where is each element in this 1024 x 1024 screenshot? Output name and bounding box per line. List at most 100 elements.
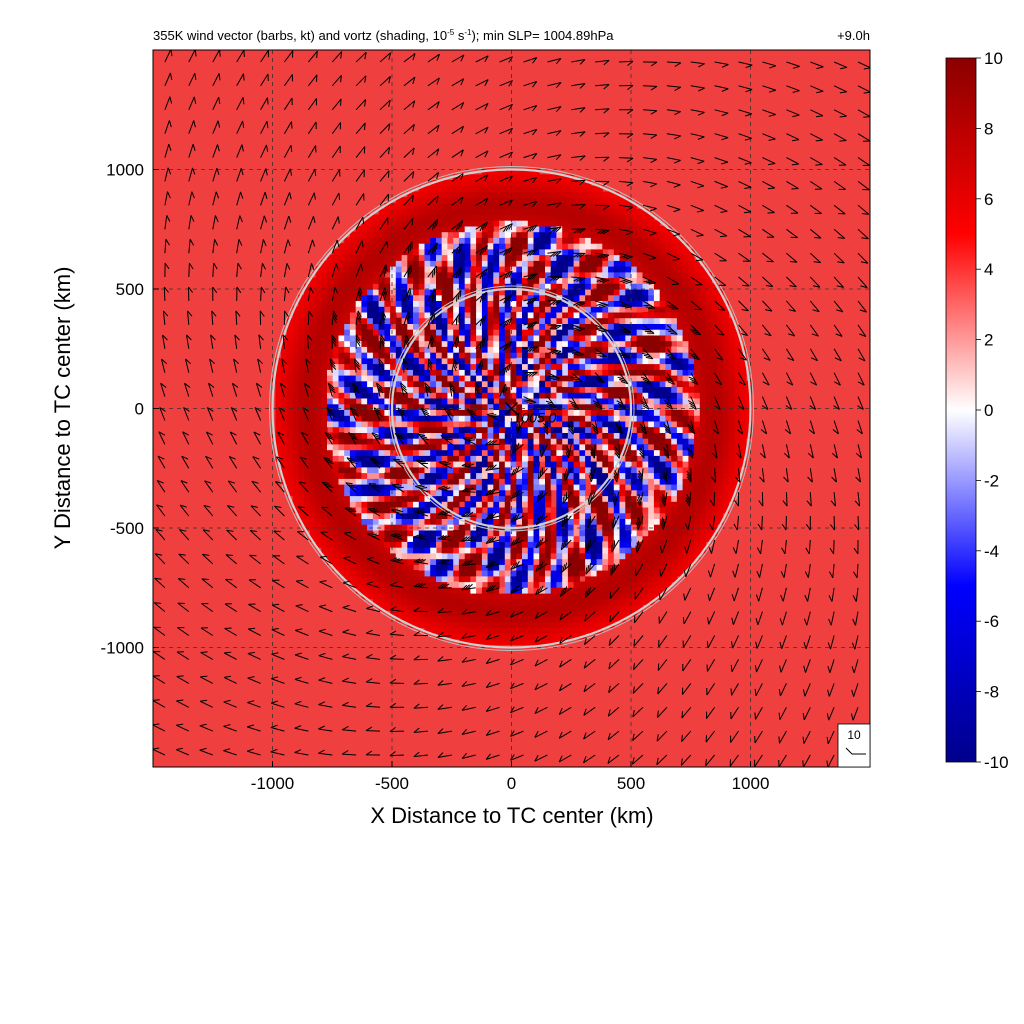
vorticity-cell — [510, 174, 517, 181]
vorticity-cell — [516, 621, 523, 628]
vorticity-cell — [453, 220, 460, 227]
vorticity-cell — [395, 541, 403, 548]
vorticity-cell — [436, 375, 443, 382]
vorticity-cell — [476, 352, 483, 359]
vorticity-cell — [309, 472, 317, 479]
vorticity-cell — [481, 329, 489, 336]
vorticity-cell — [590, 581, 598, 588]
vorticity-cell — [395, 260, 403, 267]
vorticity-cell — [390, 564, 397, 571]
vorticity-cell — [321, 426, 328, 433]
vorticity-cell — [619, 311, 626, 319]
vorticity-cell — [567, 524, 575, 531]
vorticity-cell — [504, 420, 512, 428]
vorticity-cell — [665, 243, 672, 250]
vorticity-cell — [349, 248, 357, 256]
vorticity-cell — [579, 266, 586, 273]
vorticity-cell — [642, 541, 649, 548]
vorticity-cell — [281, 461, 288, 468]
vorticity-cell — [550, 289, 557, 296]
vorticity-cell — [493, 294, 500, 301]
vorticity-cell — [453, 266, 460, 273]
vorticity-cell — [539, 415, 546, 422]
vorticity-cell — [567, 558, 575, 565]
vorticity-cell — [573, 529, 580, 537]
vorticity-cell — [636, 575, 643, 583]
vorticity-cell — [533, 203, 540, 210]
vorticity-cell — [493, 220, 500, 227]
vorticity-cell — [458, 231, 466, 238]
vorticity-cell — [510, 311, 517, 319]
vorticity-cell — [476, 180, 483, 187]
vorticity-cell — [453, 420, 460, 428]
vorticity-cell — [567, 461, 575, 468]
vorticity-cell — [487, 225, 494, 233]
vorticity-cell — [355, 323, 362, 330]
vorticity-cell — [453, 294, 460, 301]
vorticity-cell — [556, 616, 563, 623]
vorticity-cell — [567, 185, 575, 193]
vorticity-cell — [590, 449, 598, 456]
vorticity-cell — [344, 300, 351, 307]
vorticity-cell — [585, 420, 592, 428]
vorticity-cell — [378, 484, 385, 491]
vorticity-cell — [562, 203, 569, 210]
vorticity-cell — [539, 558, 546, 565]
vorticity-cell — [372, 575, 380, 583]
vorticity-cell — [653, 507, 661, 514]
vorticity-cell — [676, 243, 684, 250]
vorticity-cell — [298, 357, 305, 365]
vorticity-cell — [378, 558, 385, 565]
vorticity-cell — [441, 386, 448, 393]
vorticity-cell — [441, 294, 448, 301]
vorticity-cell — [619, 518, 626, 525]
vorticity-cell — [590, 386, 598, 393]
vorticity-cell — [493, 564, 500, 571]
vorticity-cell — [562, 627, 569, 634]
vorticity-cell — [608, 352, 615, 359]
vorticity-cell — [292, 346, 299, 353]
vorticity-cell — [499, 472, 506, 479]
vorticity-cell — [453, 283, 460, 290]
vorticity-cell — [441, 552, 448, 560]
vorticity-cell — [390, 220, 397, 227]
vorticity-cell — [470, 432, 477, 439]
vorticity-cell — [688, 472, 695, 479]
vorticity-cell — [648, 346, 655, 353]
vorticity-cell — [499, 593, 506, 600]
vorticity-cell — [585, 547, 592, 554]
vorticity-cell — [407, 529, 414, 537]
vorticity-cell — [321, 369, 328, 376]
vorticity-cell — [590, 197, 598, 204]
vorticity-cell — [430, 352, 437, 359]
vorticity-cell — [487, 311, 494, 319]
vorticity-cell — [653, 547, 661, 554]
vorticity-cell — [527, 547, 535, 554]
vorticity-cell — [539, 529, 546, 537]
vorticity-cell — [499, 180, 506, 187]
vorticity-cell — [458, 415, 466, 422]
vorticity-cell — [338, 283, 345, 290]
vorticity-cell — [504, 501, 512, 508]
vorticity-cell — [631, 254, 638, 261]
vorticity-cell — [298, 392, 305, 399]
vorticity-cell — [372, 501, 380, 508]
vorticity-cell — [464, 621, 471, 628]
vorticity-cell — [596, 570, 603, 577]
vorticity-cell — [504, 191, 512, 198]
vorticity-cell — [533, 495, 540, 502]
vorticity-cell — [533, 334, 540, 342]
vorticity-cell — [642, 357, 649, 365]
vorticity-cell — [619, 266, 626, 273]
vorticity-cell — [424, 214, 431, 221]
vorticity-cell — [407, 197, 414, 204]
vorticity-cell — [493, 386, 500, 393]
vorticity-cell — [476, 191, 483, 198]
vorticity-cell — [355, 507, 362, 514]
vorticity-cell — [550, 352, 557, 359]
vorticity-cell — [493, 529, 500, 537]
vorticity-cell — [441, 621, 448, 628]
vorticity-cell — [659, 478, 666, 485]
vorticity-cell — [573, 398, 580, 405]
vorticity-cell — [522, 392, 529, 399]
